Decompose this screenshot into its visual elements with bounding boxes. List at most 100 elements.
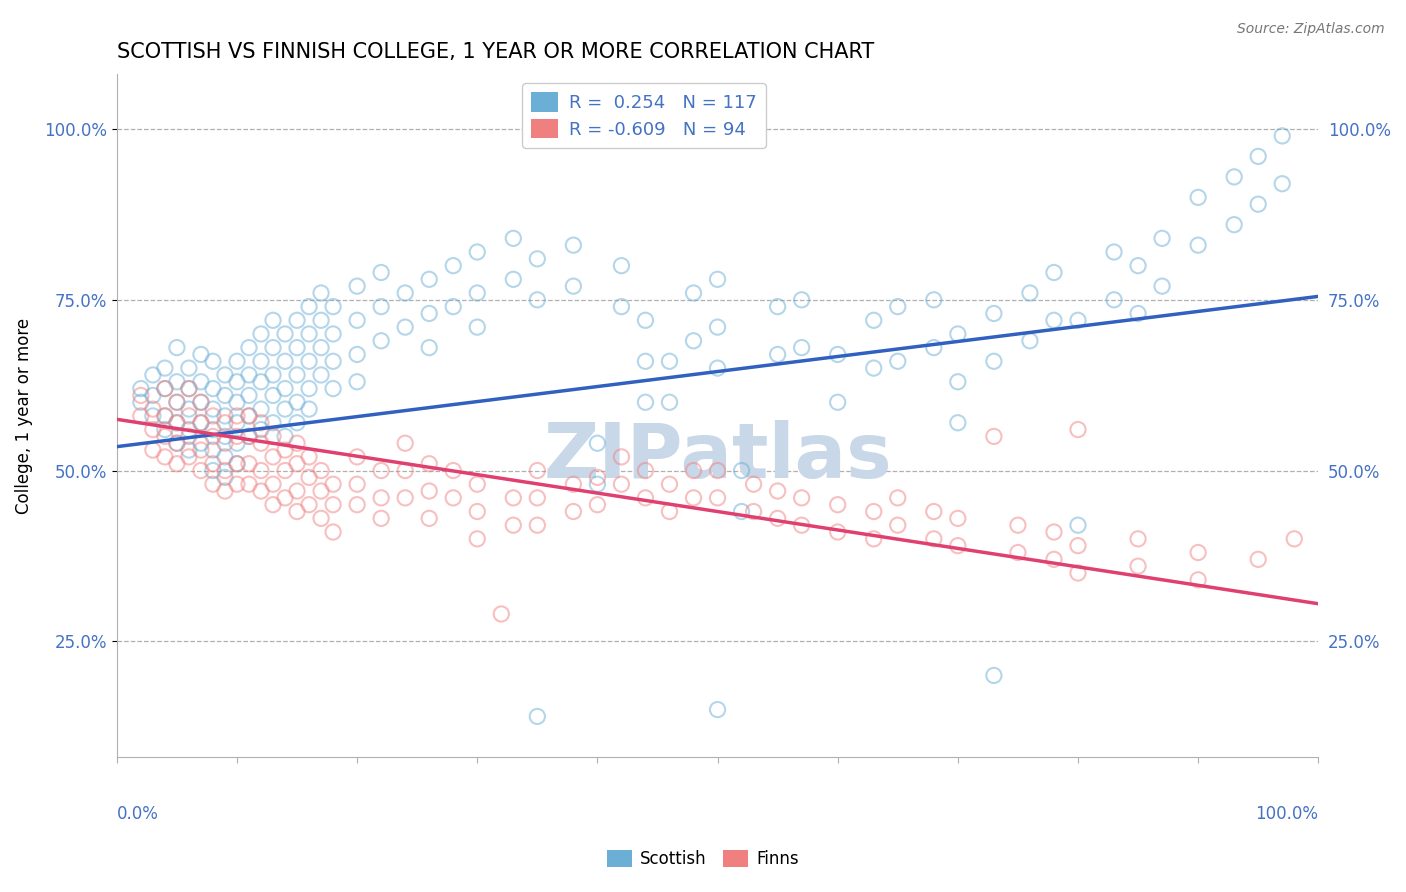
Point: [153, 423, 176, 437]
Point: [946, 326, 969, 341]
Point: [238, 457, 260, 471]
Point: [190, 395, 212, 409]
Point: [262, 450, 284, 464]
Point: [129, 388, 152, 402]
Point: [526, 491, 548, 505]
Point: [706, 272, 728, 286]
Point: [177, 382, 200, 396]
Text: Source: ZipAtlas.com: Source: ZipAtlas.com: [1237, 22, 1385, 37]
Point: [394, 491, 416, 505]
Point: [190, 347, 212, 361]
Point: [1152, 231, 1174, 245]
Point: [250, 326, 273, 341]
Point: [201, 382, 224, 396]
Point: [285, 395, 308, 409]
Point: [983, 668, 1005, 682]
Point: [502, 272, 524, 286]
Point: [766, 511, 789, 525]
Point: [177, 402, 200, 417]
Point: [153, 409, 176, 423]
Point: [226, 429, 249, 443]
Point: [214, 450, 236, 464]
Point: [201, 354, 224, 368]
Point: [862, 313, 884, 327]
Point: [610, 450, 633, 464]
Point: [465, 504, 488, 518]
Point: [346, 313, 368, 327]
Point: [658, 395, 681, 409]
Point: [238, 429, 260, 443]
Point: [441, 259, 464, 273]
Point: [586, 470, 609, 484]
Point: [226, 354, 249, 368]
Point: [226, 375, 249, 389]
Point: [1284, 532, 1306, 546]
Point: [177, 429, 200, 443]
Point: [238, 341, 260, 355]
Point: [298, 354, 321, 368]
Point: [983, 354, 1005, 368]
Point: [142, 402, 165, 417]
Point: [309, 483, 332, 498]
Point: [346, 375, 368, 389]
Point: [610, 300, 633, 314]
Point: [322, 524, 344, 539]
Point: [190, 443, 212, 458]
Point: [586, 436, 609, 450]
Point: [322, 477, 344, 491]
Point: [562, 279, 585, 293]
Point: [153, 409, 176, 423]
Point: [1223, 169, 1246, 184]
Point: [274, 402, 297, 417]
Point: [827, 347, 849, 361]
Point: [226, 409, 249, 423]
Point: [586, 498, 609, 512]
Point: [1223, 218, 1246, 232]
Point: [250, 423, 273, 437]
Point: [166, 416, 188, 430]
Point: [766, 347, 789, 361]
Point: [887, 354, 910, 368]
Point: [226, 457, 249, 471]
Point: [370, 491, 392, 505]
Point: [142, 423, 165, 437]
Point: [827, 498, 849, 512]
Point: [682, 285, 704, 300]
Point: [526, 518, 548, 533]
Point: [1152, 279, 1174, 293]
Point: [370, 464, 392, 478]
Point: [394, 436, 416, 450]
Text: 100.0%: 100.0%: [1256, 805, 1319, 823]
Point: [285, 368, 308, 382]
Point: [274, 443, 297, 458]
Point: [887, 300, 910, 314]
Point: [322, 300, 344, 314]
Point: [1126, 559, 1149, 574]
Point: [250, 375, 273, 389]
Point: [129, 409, 152, 423]
Point: [1102, 245, 1125, 260]
Point: [226, 395, 249, 409]
Point: [274, 354, 297, 368]
Point: [1102, 293, 1125, 307]
Point: [742, 477, 765, 491]
Point: [1067, 313, 1090, 327]
Point: [1043, 265, 1066, 279]
Point: [706, 320, 728, 334]
Point: [394, 464, 416, 478]
Point: [274, 429, 297, 443]
Point: [346, 498, 368, 512]
Point: [730, 464, 752, 478]
Point: [262, 313, 284, 327]
Point: [322, 498, 344, 512]
Point: [983, 429, 1005, 443]
Point: [922, 293, 945, 307]
Point: [226, 477, 249, 491]
Point: [166, 395, 188, 409]
Point: [322, 326, 344, 341]
Point: [1043, 552, 1066, 566]
Point: [946, 539, 969, 553]
Point: [790, 341, 813, 355]
Point: [214, 388, 236, 402]
Point: [250, 416, 273, 430]
